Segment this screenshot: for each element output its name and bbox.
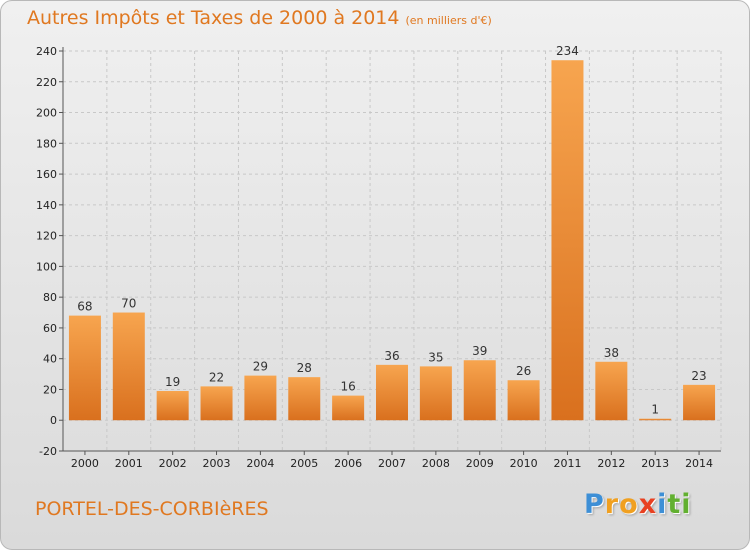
bar-2001: [112, 312, 145, 421]
y-tick-label: 220: [36, 76, 57, 89]
y-tick-label: 120: [36, 230, 57, 243]
y-tick-label: 20: [43, 383, 57, 396]
bar-2007: [376, 364, 408, 421]
bar-2012: [595, 361, 628, 421]
x-tick-label: 2000: [71, 457, 99, 470]
bar-2014: [683, 384, 716, 421]
data-label-2006: 16: [340, 380, 355, 394]
bar-2005: [288, 377, 321, 421]
data-label-2014: 23: [691, 369, 706, 383]
x-tick-label: 2012: [597, 457, 625, 470]
y-tick-label: 80: [43, 291, 57, 304]
bar-2002: [156, 391, 189, 421]
logo-letter: P: [584, 489, 605, 520]
bar-2010: [507, 380, 540, 421]
axes: -20 0 20 40 60 80 100 120 140 160 180 200 220 240 2000…: [36, 45, 721, 470]
x-tick-label: 2001: [115, 457, 143, 470]
x-tick-label: 2006: [334, 457, 362, 470]
bar-2008: [419, 366, 452, 421]
y-tick-label: 40: [43, 353, 57, 366]
logo-letter: o: [619, 489, 639, 520]
x-tick-label: 2009: [466, 457, 494, 470]
bar-2011: [551, 60, 584, 421]
x-tick-label: 2014: [685, 457, 713, 470]
y-tick-label: -20: [39, 445, 57, 458]
bars: 68 70 19 22 29 28 16 36 35 39 26 234 38 1 23: [68, 44, 716, 421]
data-label-2013: 1: [651, 403, 659, 417]
logo-letter: i: [681, 489, 692, 520]
x-tick-label: 2003: [203, 457, 231, 470]
x-tick-label: 2011: [553, 457, 581, 470]
x-tick-label: 2005: [290, 457, 318, 470]
data-label-2000: 68: [77, 300, 92, 314]
data-label-2002: 19: [165, 375, 180, 389]
data-label-2007: 36: [384, 349, 399, 363]
logo-letter: x: [638, 489, 658, 520]
data-label-2005: 28: [297, 361, 312, 375]
data-label-2004: 29: [253, 360, 268, 374]
x-tick-label: 2013: [641, 457, 669, 470]
data-label-2012: 38: [604, 346, 619, 360]
bar-2000: [68, 315, 101, 421]
data-label-2009: 39: [472, 344, 487, 358]
town-name: PORTEL-DES-CORBIèRES: [35, 498, 269, 520]
logo-letter: i: [657, 489, 668, 520]
logo-letter: t: [667, 489, 682, 520]
proxiti-logo: Proxiti: [584, 489, 692, 520]
bar-2013: [639, 418, 672, 421]
data-label-2003: 22: [209, 370, 224, 384]
y-tick-label: 160: [36, 168, 57, 181]
x-tick-label: 2008: [422, 457, 450, 470]
data-label-2001: 70: [121, 297, 136, 311]
y-tick-label: 60: [43, 322, 57, 335]
data-label-2011: 234: [556, 44, 579, 58]
y-tick-label: 240: [36, 45, 57, 58]
bar-2004: [244, 375, 277, 421]
y-tick-label: 200: [36, 107, 57, 120]
y-tick-label: 100: [36, 260, 57, 273]
chart-unit: (en milliers d'€): [405, 14, 492, 27]
bar-2003: [200, 386, 233, 421]
chart-title: Autres Impôts et Taxes de 2000 à 2014 (en…: [27, 7, 492, 29]
logo-letter: r: [604, 489, 620, 520]
y-tick-label: 140: [36, 199, 57, 212]
y-tick-label: 0: [50, 414, 57, 427]
x-tick-label: 2002: [159, 457, 187, 470]
x-tick-label: 2010: [510, 457, 538, 470]
data-label-2008: 35: [428, 350, 443, 364]
y-tick-label: 180: [36, 137, 57, 150]
bar-2009: [463, 360, 496, 421]
data-label-2010: 26: [516, 364, 531, 378]
x-tick-label: 2007: [378, 457, 406, 470]
x-tick-label: 2004: [246, 457, 274, 470]
bar-2006: [332, 395, 365, 421]
